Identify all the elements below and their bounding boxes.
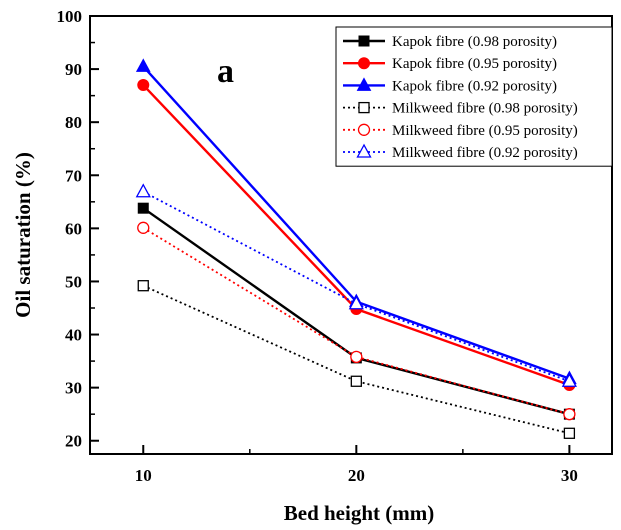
data-point (135, 58, 151, 72)
legend-item: Kapok fibre (0.98 porosity) (343, 34, 557, 50)
series-5 (137, 221, 576, 421)
data-point (350, 350, 363, 363)
y-tick-label: 30 (65, 379, 82, 398)
legend-swatch-marker (358, 101, 370, 114)
legend-item: Milkweed fibre (0.98 porosity) (343, 101, 578, 117)
x-tick-label: 10 (135, 466, 152, 485)
legend-swatch-marker (358, 57, 370, 70)
legend: Kapok fibre (0.98 porosity) Kapok fibre (… (335, 26, 613, 167)
legend-label: Kapok fibre (0.98 porosity) (392, 34, 557, 50)
data-point (137, 221, 150, 234)
y-tick-label: 20 (65, 432, 82, 451)
y-tick-label: 80 (65, 113, 82, 132)
x-tick-label: 20 (348, 466, 365, 485)
y-tick-label: 90 (65, 60, 82, 79)
data-point (348, 295, 364, 310)
y-tick-label: 60 (65, 219, 82, 238)
data-point (137, 280, 149, 292)
legend-item: Kapok fibre (0.92 porosity) (343, 77, 557, 94)
y-tick-label: 100 (57, 7, 83, 26)
panel-label: a (217, 53, 234, 90)
plot-area: 20 30 40 50 60 70 80 90 100 10 20 30 (57, 7, 613, 485)
series-6 (135, 183, 577, 387)
y-axis-title: Oil saturation (%) (11, 152, 35, 318)
data-point (563, 408, 576, 421)
legend-item: Kapok fibre (0.95 porosity) (343, 56, 557, 72)
series-layer (135, 58, 577, 439)
x-tick-label: 30 (561, 466, 578, 485)
data-point (137, 202, 149, 214)
y-tick-label: 70 (65, 166, 82, 185)
legend-box (335, 26, 613, 167)
y-tick-label: 40 (65, 326, 82, 345)
legend-swatch-marker (356, 143, 372, 158)
data-point (350, 375, 362, 387)
x-axis-title: Bed height (mm) (284, 501, 435, 525)
legend-item: Milkweed fibre (0.95 porosity) (343, 123, 578, 139)
legend-swatch-marker (357, 123, 371, 136)
series-4 (137, 280, 576, 439)
data-point (137, 79, 150, 92)
legend-label: Milkweed fibre (0.92 porosity) (392, 145, 578, 161)
legend-item: Milkweed fibre (0.92 porosity) (343, 143, 578, 161)
legend-label: Kapok fibre (0.95 porosity) (392, 56, 557, 72)
legend-swatch-marker (356, 77, 372, 91)
legend-label: Kapok fibre (0.92 porosity) (392, 78, 557, 94)
legend-label: Milkweed fibre (0.95 porosity) (392, 123, 578, 139)
data-point (561, 372, 577, 387)
plot-frame (89, 15, 613, 455)
series-line (142, 227, 570, 416)
y-tick-label: 50 (65, 272, 82, 291)
legend-swatch-marker (358, 35, 370, 47)
data-point (135, 183, 151, 198)
legend-label: Milkweed fibre (0.98 porosity) (392, 101, 578, 117)
data-point (563, 427, 576, 439)
